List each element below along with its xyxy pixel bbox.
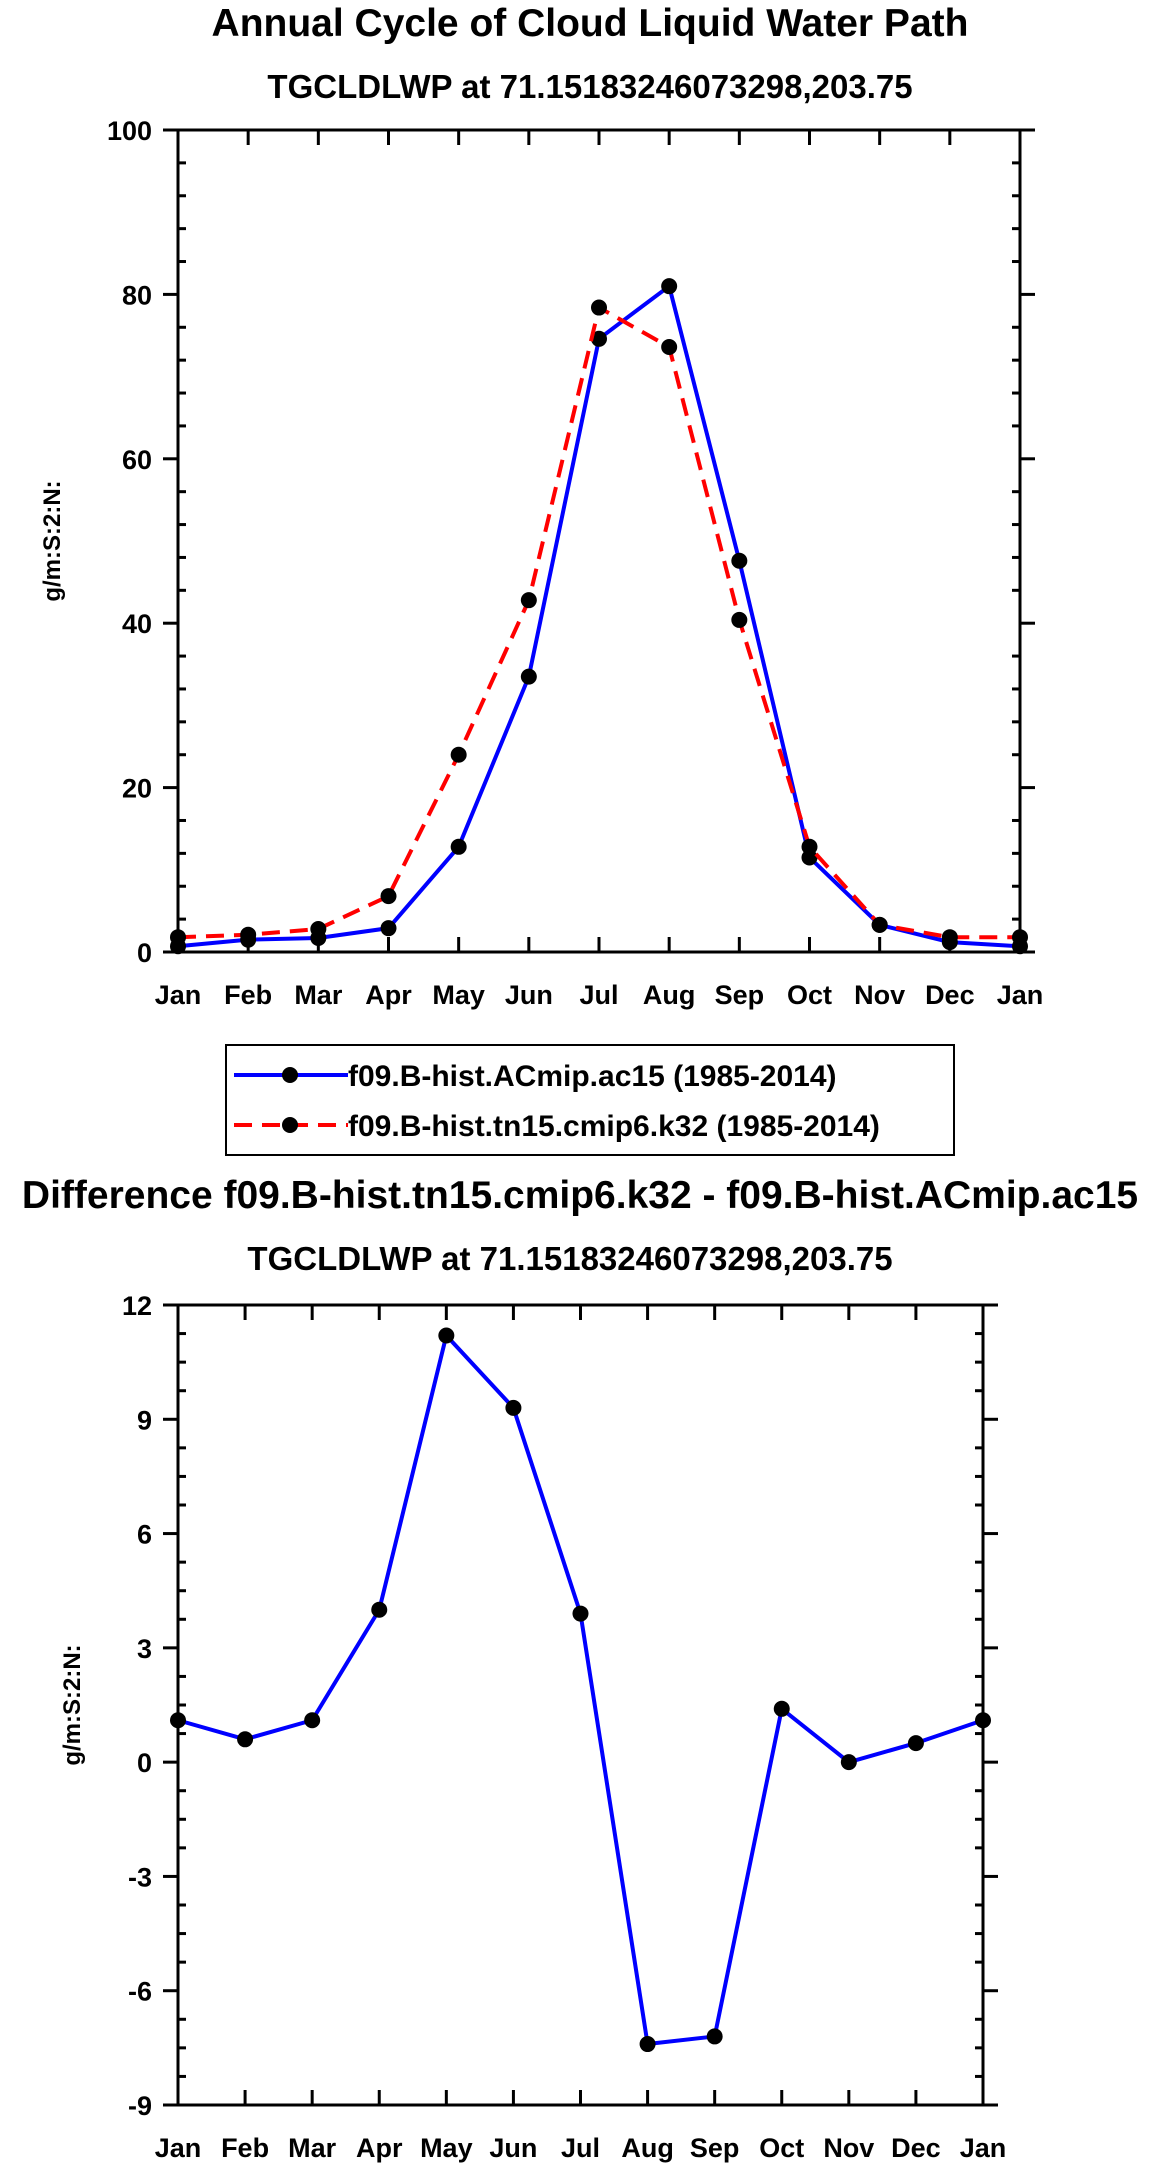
y-tick-label: 6	[137, 1520, 152, 1550]
y-tick-label: 12	[122, 1291, 152, 1321]
chart-title: Difference f09.B-hist.tn15.cmip6.k32 - f…	[22, 1174, 1138, 1217]
x-tick-label: Apr	[365, 980, 412, 1010]
chart-title: Annual Cycle of Cloud Liquid Water Path	[212, 2, 969, 45]
series-line	[177, 1333, 984, 2047]
series-1	[170, 278, 1028, 955]
chart-1: Annual Cycle of Cloud Liquid Water Path T…	[39, 2, 1044, 1156]
x-tick-label: Jul	[579, 980, 618, 1010]
x-tick-label: Sep	[715, 980, 765, 1010]
data-point	[170, 929, 186, 946]
x-tick-label: Dec	[925, 980, 975, 1010]
y-tick-label: 3	[137, 1634, 152, 1664]
data-point	[520, 592, 537, 609]
data-point	[304, 1712, 321, 1729]
data-point	[237, 1731, 254, 1748]
axis-ticks	[163, 1303, 998, 2107]
x-tick-label: Jan	[960, 2133, 1007, 2163]
y-tick-label: 80	[122, 280, 152, 310]
x-tick-label: Jun	[505, 980, 553, 1010]
series-1	[170, 1327, 991, 2053]
x-tick-label: Feb	[224, 980, 272, 1010]
data-point	[975, 1712, 991, 1729]
data-point	[371, 1601, 388, 1618]
data-point	[731, 611, 748, 628]
x-tick-label: Nov	[823, 2133, 874, 2163]
data-point	[591, 299, 607, 316]
y-tick-label: -3	[128, 1862, 152, 1892]
data-point	[731, 552, 748, 569]
series-2	[170, 299, 1028, 946]
x-tick-label: Jan	[155, 980, 202, 1010]
x-tick-label: May	[432, 980, 485, 1010]
data-point	[450, 746, 467, 763]
x-tick-label: Dec	[891, 2133, 941, 2163]
data-point	[773, 1700, 790, 1717]
data-point	[170, 1712, 186, 1729]
y-axis-label: g/m:S:2:N:	[59, 1644, 86, 1765]
y-tick-label: 40	[122, 609, 152, 639]
data-point	[907, 1735, 924, 1752]
x-tick-label: Nov	[854, 980, 905, 1010]
x-tick-label: Oct	[759, 2133, 804, 2163]
data-point	[801, 838, 818, 855]
data-point	[310, 920, 327, 937]
data-point	[639, 2036, 656, 2053]
y-tick-label: 0	[137, 938, 152, 968]
data-point	[941, 929, 958, 946]
x-tick-label: May	[420, 2133, 473, 2163]
legend: f09.B-hist.ACmip.ac15 (1985-2014) f09.B-h…	[225, 1044, 955, 1156]
x-tick-label: Jul	[561, 2133, 600, 2163]
chart-subtitle: TGCLDLWP at 71.15183246073298,203.75	[267, 68, 912, 105]
y-tick-label: -9	[128, 2091, 152, 2121]
data-point	[1012, 929, 1028, 946]
x-tick-label: Mar	[294, 980, 343, 1010]
data-point	[505, 1399, 522, 1416]
y-tick-label: -6	[128, 1977, 152, 2007]
chart-2: Difference f09.B-hist.tn15.cmip6.k32 - f…	[22, 1174, 1138, 2163]
x-tick-label: Sep	[690, 2133, 740, 2163]
series-line	[177, 305, 1020, 940]
x-tick-label: Oct	[787, 980, 832, 1010]
axis-ticks	[163, 128, 1035, 954]
y-tick-label: 100	[107, 116, 152, 146]
data-point	[591, 330, 607, 347]
chart-subtitle: TGCLDLWP at 71.15183246073298,203.75	[247, 1240, 892, 1277]
data-point	[450, 838, 467, 855]
y-tick-label: 0	[137, 1748, 152, 1778]
data-point	[438, 1327, 455, 1344]
x-tick-label: Jun	[489, 2133, 537, 2163]
data-point	[661, 278, 678, 295]
data-point	[380, 920, 397, 937]
legend-swatch-marker	[282, 1067, 298, 1083]
x-tick-label: Jan	[155, 2133, 202, 2163]
legend-entry: f09.B-hist.tn15.cmip6.k32 (1985-2014)	[348, 1110, 880, 1143]
data-point	[520, 668, 537, 685]
x-tick-label: Feb	[221, 2133, 269, 2163]
y-tick-label: 60	[122, 445, 152, 475]
x-tick-label: Jan	[997, 980, 1044, 1010]
data-point	[572, 1605, 589, 1622]
y-tick-label: 9	[137, 1405, 152, 1435]
y-axis-label: g/m:S:2:N:	[39, 480, 66, 601]
legend-entry: f09.B-hist.ACmip.ac15 (1985-2014)	[348, 1060, 837, 1093]
y-tick-label: 20	[122, 774, 152, 804]
legend-box	[225, 1044, 955, 1156]
plot-frame	[176, 128, 1022, 954]
data-point	[240, 926, 257, 943]
data-point	[871, 916, 888, 933]
data-point	[840, 1754, 857, 1771]
x-tick-label: Aug	[621, 2133, 673, 2163]
data-point	[661, 339, 678, 356]
x-tick-label: Aug	[643, 980, 695, 1010]
legend-swatch-marker	[282, 1117, 298, 1133]
series-line	[177, 284, 1021, 949]
data-point	[380, 888, 397, 905]
x-tick-label: Mar	[288, 2133, 337, 2163]
x-tick-label: Apr	[356, 2133, 403, 2163]
plot-frame	[176, 1303, 985, 2107]
data-point	[706, 2028, 723, 2045]
